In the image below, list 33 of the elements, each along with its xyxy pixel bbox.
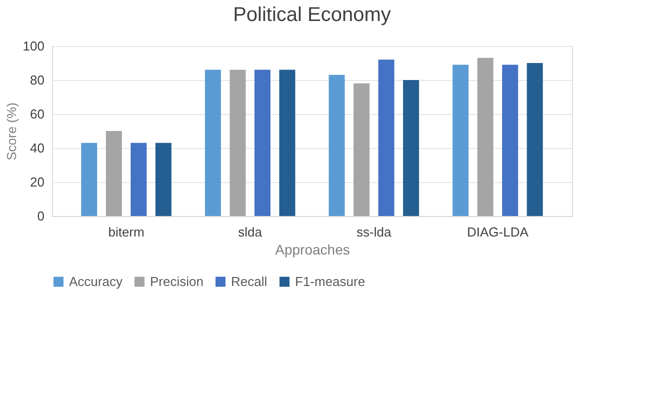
bar — [81, 142, 98, 216]
legend-label: Accuracy — [69, 274, 123, 289]
x-tick-label: slda — [238, 224, 263, 240]
legend-label: Recall — [231, 274, 268, 289]
x-tick-label: ss-lda — [356, 224, 392, 240]
bar — [230, 70, 246, 216]
x-axis-title: Approaches — [275, 242, 350, 258]
x-tick-label: DIAG-LDA — [467, 224, 529, 240]
bar — [279, 70, 296, 216]
y-tick-label: 0 — [37, 208, 44, 224]
y-tick-label: 80 — [30, 72, 44, 88]
y-tick-label: 100 — [22, 38, 44, 54]
bar — [354, 83, 370, 216]
bar — [254, 70, 270, 216]
bar — [155, 142, 172, 216]
legend-label: F1-measure — [295, 274, 366, 289]
bar — [502, 64, 518, 216]
bar — [378, 60, 394, 216]
bar — [452, 64, 469, 216]
bar — [403, 80, 420, 216]
legend-label: Precision — [150, 274, 204, 289]
bar — [328, 74, 345, 216]
bar — [526, 63, 543, 216]
y-tick-label: 40 — [30, 140, 44, 156]
y-tick-label: 20 — [30, 174, 44, 190]
bar — [477, 58, 494, 216]
bar — [130, 142, 147, 216]
bar — [106, 131, 122, 216]
x-tick-label: biterm — [108, 224, 144, 240]
bar — [204, 70, 221, 216]
y-axis-title: Score (%) — [4, 102, 19, 160]
chart-title: Political Economy — [233, 4, 391, 26]
y-tick-label: 60 — [30, 106, 44, 122]
